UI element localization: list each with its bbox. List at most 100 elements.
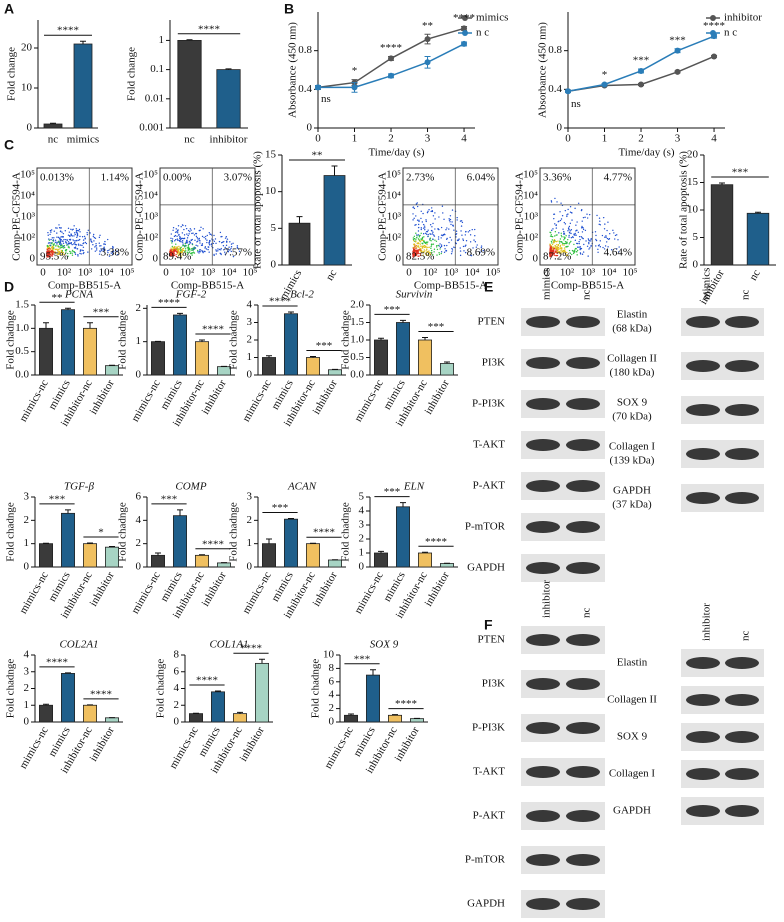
cell-dot: [422, 251, 425, 253]
cell-dot: [553, 250, 555, 253]
cell-dot: [201, 249, 203, 252]
cell-dot: [79, 250, 82, 252]
cell-dot: [551, 229, 553, 232]
cell-dot: [419, 240, 421, 243]
cell-dot: [429, 254, 431, 256]
cell-dot: [569, 252, 572, 254]
cell-dot: [421, 242, 423, 244]
cell-dot: [427, 241, 429, 243]
cell-dot: [472, 247, 474, 249]
x-tick-label: 10²: [180, 267, 195, 279]
chart-title: TGF-β: [64, 481, 94, 493]
cell-dot: [420, 217, 422, 220]
blot-band: [526, 562, 560, 574]
y-tick-label: 10: [687, 204, 699, 216]
protein-label: GAPDH: [467, 562, 505, 574]
cell-dot: [208, 232, 210, 234]
cell-dot: [170, 247, 172, 249]
cell-dot: [549, 253, 551, 255]
x-tick-label: 3: [425, 133, 431, 145]
cell-dot: [415, 237, 418, 239]
bar: [39, 704, 54, 723]
cell-dot: [413, 252, 416, 255]
lane-label: nc: [581, 290, 593, 301]
cell-dot: [76, 239, 78, 242]
cell-dot: [176, 252, 179, 255]
blot-band: [566, 634, 600, 646]
error-bar: [87, 322, 93, 329]
y-tick-label: 3: [247, 316, 253, 328]
cell-dot: [569, 222, 572, 225]
cell-dot: [53, 237, 55, 239]
cell-dot: [56, 248, 58, 251]
cell-dot: [94, 246, 96, 248]
cell-dot: [169, 255, 171, 257]
cell-dot: [560, 202, 562, 204]
blot-band: [526, 634, 560, 646]
cell-dot: [179, 240, 181, 242]
x-tick-label: mimics-nc: [167, 725, 201, 771]
cell-dot: [451, 249, 454, 251]
y-tick-label: 0.8: [548, 44, 562, 56]
cell-dot: [54, 241, 57, 244]
legend-label: inhibitor: [724, 12, 762, 24]
blot-band: [566, 398, 600, 410]
blot-band: [725, 316, 759, 328]
cell-dot: [605, 235, 607, 237]
cell-dot: [79, 244, 82, 246]
bar: [210, 691, 225, 723]
cell-dot: [550, 254, 552, 257]
cell-dot: [567, 213, 569, 215]
blot-band: [686, 404, 720, 416]
cell-dot: [184, 248, 187, 250]
x-tick-label: 2: [388, 133, 394, 145]
cell-dot: [177, 230, 179, 232]
cell-dot: [602, 216, 605, 219]
cell-dot: [220, 249, 222, 251]
cell-dot: [47, 245, 49, 248]
cell-dot: [181, 249, 183, 251]
x-tick-label: mimics-nc: [17, 378, 51, 424]
cell-dot: [53, 243, 56, 245]
cell-dot: [581, 208, 583, 211]
cell-dot: [549, 248, 552, 251]
cell-dot: [553, 254, 555, 256]
cell-dot: [173, 250, 176, 252]
cell-dot: [427, 246, 429, 249]
bar: [150, 341, 165, 376]
bar: [83, 704, 98, 723]
cell-dot: [599, 220, 601, 222]
cell-dot: [218, 240, 221, 243]
x-tick-label: 0: [40, 267, 46, 279]
y-tick-label: 10⁵: [523, 169, 538, 181]
cell-dot: [67, 227, 70, 230]
cell-dot: [83, 235, 86, 238]
cell-dot: [577, 202, 580, 204]
cell-dot: [569, 206, 572, 208]
cell-dot: [53, 244, 55, 246]
protein-label: PI3K: [482, 678, 505, 690]
error-bar: [199, 554, 205, 556]
cell-dot: [48, 251, 51, 253]
cell-dot: [561, 236, 563, 238]
cell-dot: [426, 248, 428, 251]
cell-dot: [445, 229, 447, 231]
bar: [746, 212, 770, 266]
cell-dot: [80, 253, 82, 255]
cell-dot: [185, 227, 188, 230]
cell-dot: [579, 248, 581, 251]
significance-label: ****: [57, 25, 79, 37]
cell-dot: [208, 251, 210, 253]
cell-dot: [174, 254, 176, 257]
cell-dot: [601, 234, 604, 237]
y-tick-label: 20: [21, 42, 33, 54]
cell-dot: [77, 255, 79, 257]
cell-dot: [560, 252, 562, 254]
cell-dot: [74, 252, 76, 254]
bar: [216, 562, 231, 568]
error-bar: [331, 165, 338, 176]
y-tick-label: 2: [247, 514, 253, 526]
cell-dot: [458, 238, 460, 240]
y-tick-label: 1.5: [350, 316, 364, 328]
